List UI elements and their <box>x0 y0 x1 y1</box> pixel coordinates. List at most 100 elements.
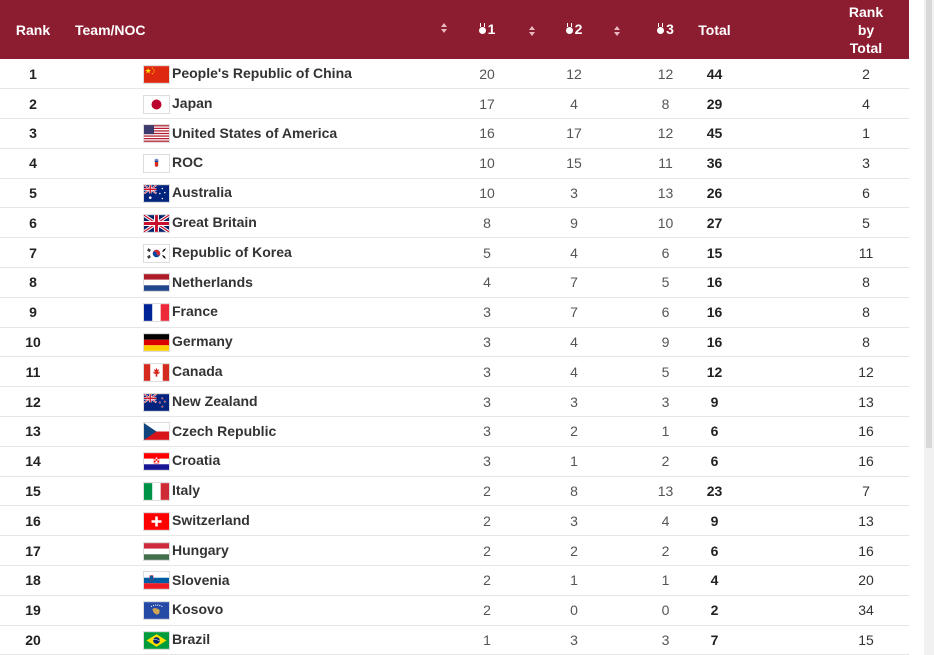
header-gold[interactable]: 1 <box>462 0 512 59</box>
team-cell[interactable]: Kosovo <box>66 595 462 625</box>
gold-count: 8 <box>483 214 491 231</box>
team-name[interactable]: Italy <box>172 482 201 499</box>
rank-by-total-cell: 8 <box>862 274 870 291</box>
table-row[interactable]: 14 Croatia 3 1 2 6 16 <box>0 446 909 477</box>
team-name[interactable]: ROC <box>172 154 204 171</box>
spacer-cell <box>787 536 823 566</box>
table-row[interactable]: 19 Kosovo 2 0 0 2 34 <box>0 595 909 626</box>
spacer-cell <box>596 208 638 238</box>
gold-count: 3 <box>483 304 491 321</box>
team-cell[interactable]: Germany <box>66 327 462 357</box>
croatia-flag-icon <box>144 453 169 470</box>
table-row[interactable]: 8 Netherlands 4 7 5 16 8 <box>0 268 909 298</box>
header-bronze-label: 3 <box>666 21 674 37</box>
total-count: 29 <box>706 95 723 112</box>
spacer-cell <box>596 625 638 655</box>
silver-count: 4 <box>570 363 578 380</box>
team-cell[interactable]: Czech Republic <box>66 417 462 447</box>
team-cell[interactable]: Great Britain <box>66 208 462 238</box>
table-row[interactable]: 3 United States of America 16 17 12 45 1 <box>0 119 909 149</box>
total-count: 6 <box>710 542 719 559</box>
bronze-count: 13 <box>657 185 674 202</box>
team-cell[interactable]: Switzerland <box>66 506 462 536</box>
team-cell[interactable]: Slovenia <box>66 566 462 596</box>
sort-icon[interactable] <box>528 25 536 37</box>
table-row[interactable]: 7 Republic of Korea 5 4 6 15 11 <box>0 238 909 268</box>
table-row[interactable]: 17 Hungary 2 2 2 6 16 <box>0 536 909 566</box>
team-name[interactable]: Croatia <box>172 452 221 469</box>
table-row[interactable]: 9 France 3 7 6 16 8 <box>0 297 909 328</box>
table-row[interactable]: 1 People's Republic of China 20 12 12 44 2 <box>0 59 909 89</box>
spacer-cell <box>512 297 552 327</box>
team-name[interactable]: New Zealand <box>172 392 258 409</box>
rank-cell: 7 <box>29 244 37 261</box>
team-cell[interactable]: Japan <box>66 89 462 119</box>
header-gold-sort[interactable] <box>512 0 552 59</box>
silver-count: 4 <box>570 244 578 261</box>
table-row[interactable]: 12 New Zealand 3 3 3 9 13 <box>0 387 909 417</box>
team-name[interactable]: Japan <box>172 94 213 111</box>
table-row[interactable]: 18 Slovenia 2 1 1 4 20 <box>0 566 909 596</box>
table-row[interactable]: 20 Brazil 1 3 3 7 15 <box>0 625 909 655</box>
team-cell[interactable]: United States of America <box>66 119 462 149</box>
table-row[interactable]: 16 Switzerland 2 3 4 9 13 <box>0 506 909 536</box>
total-count: 27 <box>706 214 723 231</box>
team-cell[interactable]: People's Republic of China <box>66 59 462 89</box>
table-row[interactable]: 10 Germany 3 4 9 16 8 <box>0 327 909 357</box>
team-name[interactable]: Slovenia <box>172 571 230 588</box>
table-row[interactable]: 4 ROC 10 15 11 36 3 <box>0 148 909 179</box>
team-name[interactable]: Kosovo <box>172 601 224 618</box>
team-name[interactable]: Australia <box>172 184 232 201</box>
header-total[interactable]: Total <box>693 0 736 59</box>
header-total-sort[interactable] <box>736 0 787 59</box>
silver-count: 3 <box>570 393 578 410</box>
team-name[interactable]: People's Republic of China <box>172 64 352 81</box>
table-row[interactable]: 5 Australia 10 3 13 26 6 <box>0 178 909 208</box>
team-name[interactable]: Germany <box>172 333 233 350</box>
spacer-cell <box>596 417 638 447</box>
sort-icon[interactable] <box>440 22 448 34</box>
spacer-cell <box>787 506 823 536</box>
spacer-cell <box>736 387 787 417</box>
header-rank[interactable]: Rank <box>0 0 66 59</box>
table-row[interactable]: 15 Italy 2 8 13 23 7 <box>0 476 909 506</box>
team-name[interactable]: Netherlands <box>172 273 253 290</box>
team-name[interactable]: Canada <box>172 362 223 379</box>
table-row[interactable]: 2 Japan 17 4 8 29 4 <box>0 89 909 119</box>
team-cell[interactable]: Netherlands <box>66 268 462 298</box>
team-name[interactable]: Switzerland <box>172 511 250 528</box>
table-row[interactable]: 11 Canada 3 4 5 12 12 <box>0 357 909 387</box>
rank-by-total-cell: 3 <box>862 155 870 172</box>
team-name[interactable]: United States of America <box>172 124 338 141</box>
team-name[interactable]: Republic of Korea <box>172 243 292 260</box>
sort-icon[interactable] <box>613 25 621 37</box>
team-cell[interactable]: Australia <box>66 178 462 208</box>
silver-count: 3 <box>570 185 578 202</box>
team-name[interactable]: Hungary <box>172 541 229 558</box>
table-row[interactable]: 13 Czech Republic 3 2 1 6 16 <box>0 417 909 447</box>
spacer-cell <box>787 595 823 625</box>
team-cell[interactable]: Brazil <box>66 625 462 655</box>
table-row[interactable]: 6 Great Britain 8 9 10 27 5 <box>0 208 909 238</box>
spacer-cell <box>787 208 823 238</box>
team-name[interactable]: France <box>172 303 218 320</box>
team-cell[interactable]: New Zealand <box>66 387 462 417</box>
header-team[interactable]: Team/NOC <box>66 0 462 59</box>
team-name[interactable]: Great Britain <box>172 213 257 230</box>
header-silver[interactable]: 2 <box>552 0 596 59</box>
team-cell[interactable]: Republic of Korea <box>66 238 462 268</box>
header-bronze[interactable]: 3 <box>638 0 693 59</box>
rank-by-total-cell: 2 <box>862 65 870 82</box>
team-cell[interactable]: Hungary <box>66 536 462 566</box>
team-name[interactable]: Czech Republic <box>172 422 277 439</box>
spacer-cell <box>736 119 787 149</box>
team-cell[interactable]: Italy <box>66 476 462 506</box>
header-silver-sort[interactable] <box>596 0 638 59</box>
team-cell[interactable]: Canada <box>66 357 462 387</box>
scrollbar-thumb[interactable] <box>926 0 932 448</box>
team-cell[interactable]: ROC <box>66 148 462 178</box>
team-name[interactable]: Brazil <box>172 631 211 648</box>
header-rank-by-total[interactable]: Rank by Total <box>823 0 909 59</box>
team-cell[interactable]: Croatia <box>66 446 462 476</box>
team-cell[interactable]: France <box>66 297 462 327</box>
